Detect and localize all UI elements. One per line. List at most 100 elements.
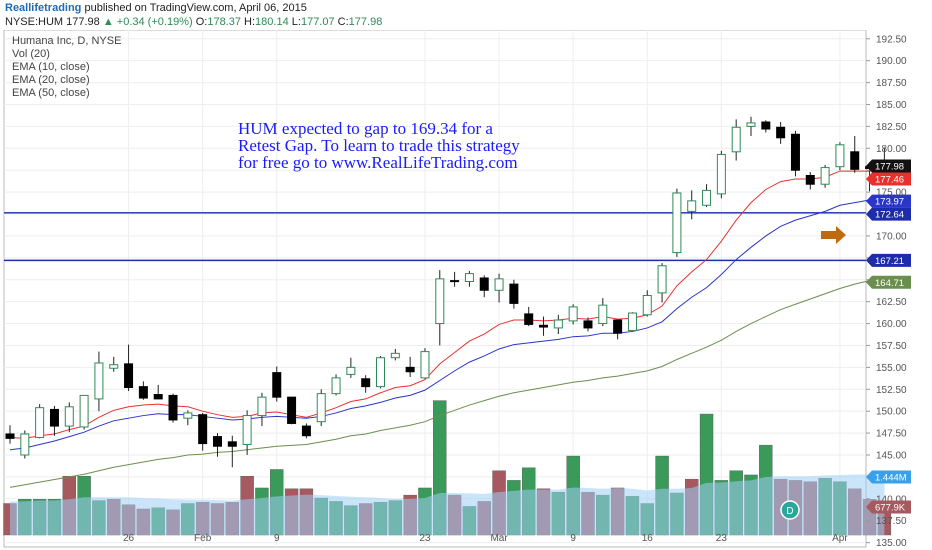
close-label: C:	[337, 16, 349, 28]
candle-body	[109, 364, 119, 369]
up-triangle-icon: ▲	[102, 16, 114, 28]
candle-body	[64, 406, 74, 427]
candle	[301, 423, 311, 439]
candle	[642, 290, 652, 317]
indicator-legend[interactable]: Humana Inc, D, NYSE Vol (20) EMA (10, cl…	[12, 35, 121, 99]
candle-body	[598, 304, 608, 325]
price-tag-shape	[866, 275, 911, 289]
x-tick-label: 26	[123, 533, 135, 544]
time-axis[interactable]: 26 Feb 9 23 Mar 9 16 23 Apr	[123, 533, 848, 544]
y-tick-label: 135.00	[876, 538, 907, 549]
x-tick-label: Feb	[194, 533, 212, 544]
dividend-badge[interactable]: D	[780, 500, 800, 520]
price-tag-text: 177.98	[875, 161, 904, 172]
arrow-annotation[interactable]	[821, 226, 846, 244]
header-bar: Reallifetrading published on TradingView…	[0, 0, 932, 30]
candle-body	[227, 441, 237, 447]
y-tick-label: 192.50	[876, 34, 907, 45]
candle	[553, 314, 563, 335]
candle-body	[539, 324, 549, 328]
candle	[731, 119, 741, 161]
candle	[183, 410, 193, 426]
x-tick-label: 9	[570, 533, 576, 544]
candle	[746, 116, 756, 137]
candle	[450, 271, 460, 287]
candles	[5, 116, 889, 468]
candle-body	[242, 415, 252, 445]
candle	[242, 410, 252, 455]
candle-body	[450, 280, 460, 283]
candle-body	[49, 408, 59, 427]
price-tag-level1: 172.64	[866, 207, 911, 221]
symbol[interactable]: NYSE:HUM	[5, 16, 64, 28]
price-tag-ema50: 164.71	[866, 275, 911, 289]
horizontal-levels[interactable]	[4, 212, 866, 262]
low-label: L:	[291, 16, 301, 28]
candle	[405, 356, 415, 378]
candle-body	[805, 174, 815, 185]
text-annotation[interactable]: HUM expected to gap to 169.34 for a Rete…	[238, 119, 520, 172]
volume-tag-text: 677.9K	[875, 503, 906, 514]
y-tick-label: 137.50	[876, 516, 907, 527]
candle	[153, 384, 163, 400]
x-tick-label: 23	[716, 533, 728, 544]
y-tick-label: 182.50	[876, 122, 907, 133]
candle	[272, 366, 282, 402]
candle	[790, 130, 800, 177]
y-tick-label: 155.00	[876, 363, 907, 374]
candle	[657, 263, 667, 303]
candle	[509, 279, 519, 309]
candle	[5, 425, 15, 444]
y-tick-label: 160.00	[876, 319, 907, 330]
candle	[331, 374, 341, 396]
candle	[835, 142, 845, 171]
candle-body	[287, 396, 297, 424]
candle-body	[509, 283, 519, 304]
publisher-link[interactable]: Reallifetrading	[5, 2, 82, 14]
candle-body	[776, 126, 786, 139]
candle	[627, 312, 637, 332]
published-text: published on TradingView.com, April 06, …	[84, 2, 307, 14]
price-tag-shape	[866, 207, 911, 221]
candle	[49, 405, 59, 436]
last-price: 177.98	[66, 16, 100, 28]
annotation-line-3: for free go to www.RealLifeTrading.com	[238, 153, 518, 172]
candle-body	[361, 378, 371, 388]
candle	[761, 120, 771, 133]
price-tag-shape	[866, 172, 911, 186]
candle	[168, 393, 178, 423]
candle	[376, 355, 385, 389]
candle-body	[746, 122, 756, 127]
price-tag-text: 177.46	[875, 174, 904, 185]
x-tick-label: 9	[274, 533, 280, 544]
candle-body	[835, 144, 845, 168]
price-tag-text: 173.97	[875, 197, 904, 208]
candle	[687, 190, 697, 220]
candle-body	[613, 319, 623, 334]
x-tick-label: 16	[642, 533, 654, 544]
candle	[124, 344, 134, 392]
candle	[420, 348, 430, 379]
candle	[64, 402, 74, 433]
y-tick-label: 162.50	[876, 297, 907, 308]
candle-body	[464, 273, 474, 282]
candle-body	[627, 312, 637, 332]
price-tag-level2: 167.21	[866, 253, 911, 267]
volume-ma-area	[10, 474, 885, 535]
ema-10-line	[9, 169, 885, 439]
open-value: 178.37	[207, 16, 241, 28]
annotation-line-1: HUM expected to gap to 169.34 for a	[238, 119, 493, 138]
candle-body	[524, 313, 534, 325]
candle-body	[257, 396, 267, 417]
candle-body	[376, 357, 385, 388]
symbol-info: NYSE:HUM 177.98 ▲ +0.34 (+0.19%) O:178.3…	[5, 16, 382, 28]
candle	[583, 317, 593, 332]
candle-body	[124, 363, 134, 389]
ema-20-line	[9, 196, 885, 451]
candle-body	[331, 377, 341, 395]
candle	[390, 348, 400, 361]
ema-50-line	[9, 276, 885, 488]
candle-body	[420, 351, 430, 379]
candle-body	[390, 352, 400, 359]
